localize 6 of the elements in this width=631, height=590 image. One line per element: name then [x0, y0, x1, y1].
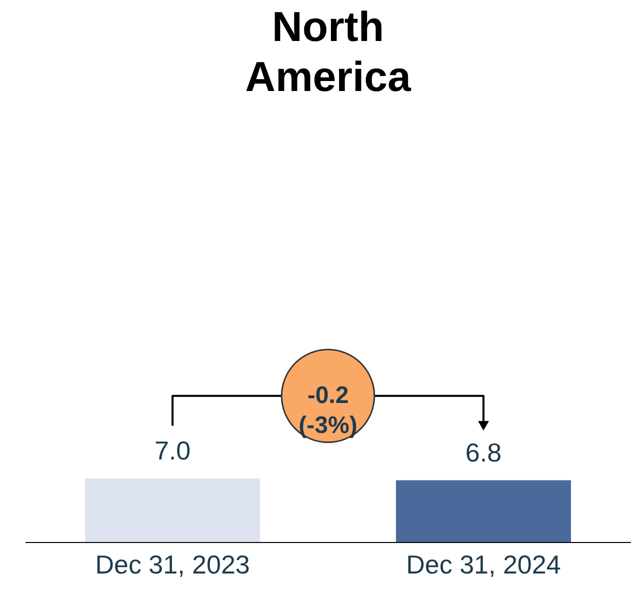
data-label: 7.0: [154, 435, 191, 466]
text: -0.2 (-3%): [298, 382, 358, 439]
x-tick-label: Dec 31, 2024: [406, 550, 561, 580]
x-tick-label: Dec 31, 2023: [95, 550, 250, 580]
data-label: 6.8: [465, 437, 502, 468]
chart-title: North America: [245, 3, 412, 100]
